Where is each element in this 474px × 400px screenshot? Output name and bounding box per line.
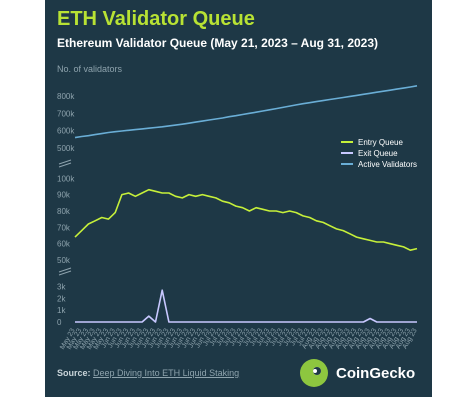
legend: Entry Queue Exit Queue Active Validators xyxy=(341,138,417,169)
axis-break-mark xyxy=(58,162,72,168)
brand-name: CoinGecko xyxy=(336,364,416,382)
y-tick-label: 90k xyxy=(57,191,71,200)
y-tick-label: 700k xyxy=(57,109,75,118)
y-axis-ticks: 500k 600k 700k 800k 50k 60k 70k 80k 90k 100k 0 1k 2k… xyxy=(57,92,75,327)
chart-card: ETH Validator Queue Ethereum Validator Q… xyxy=(45,0,432,397)
legend-label: Exit Queue xyxy=(358,149,398,158)
y-tick-label: 60k xyxy=(57,240,71,249)
y-tick-label: 70k xyxy=(57,223,71,232)
y-tick-label: 500k xyxy=(57,144,75,153)
y-tick-label: 1k xyxy=(57,306,66,315)
y-tick-label: 0 xyxy=(57,318,62,327)
legend-label: Active Validators xyxy=(358,160,417,169)
y-tick-label: 50k xyxy=(57,256,71,265)
y-tick-label: 2k xyxy=(57,294,66,303)
source-note: Source: Deep Diving Into ETH Liquid Stak… xyxy=(57,368,239,378)
y-tick-label: 80k xyxy=(57,207,71,216)
series-line-active-validators xyxy=(74,85,418,139)
y-tick-label: 800k xyxy=(57,92,75,101)
axis-break-mark xyxy=(58,270,72,276)
coingecko-logo: CoinGecko xyxy=(300,357,415,389)
source-link[interactable]: Deep Diving Into ETH Liquid Staking xyxy=(93,368,240,378)
axis-breaks xyxy=(58,159,72,276)
gecko-logo-icon xyxy=(300,359,328,387)
axis-break-mark xyxy=(58,159,72,165)
source-label: Source: xyxy=(57,368,91,378)
legend-label: Entry Queue xyxy=(358,138,403,147)
y-tick-label: 600k xyxy=(57,127,75,136)
y-tick-label: 3k xyxy=(57,283,66,292)
y-axis-label: No. of validators xyxy=(57,64,123,74)
chart-subtitle: Ethereum Validator Queue (May 21, 2023 –… xyxy=(57,36,379,50)
chart-title: ETH Validator Queue xyxy=(57,8,255,30)
series-line-exit-queue xyxy=(75,289,417,323)
series-line-entry-queue xyxy=(74,188,418,251)
y-tick-label: 100k xyxy=(57,174,75,183)
series-lines xyxy=(74,85,418,323)
validator-queue-chart: 500k 600k 700k 800k 50k 60k 70k 80k 90k 100k 0 1k 2k… xyxy=(57,85,419,351)
axis-break-mark xyxy=(58,267,72,273)
